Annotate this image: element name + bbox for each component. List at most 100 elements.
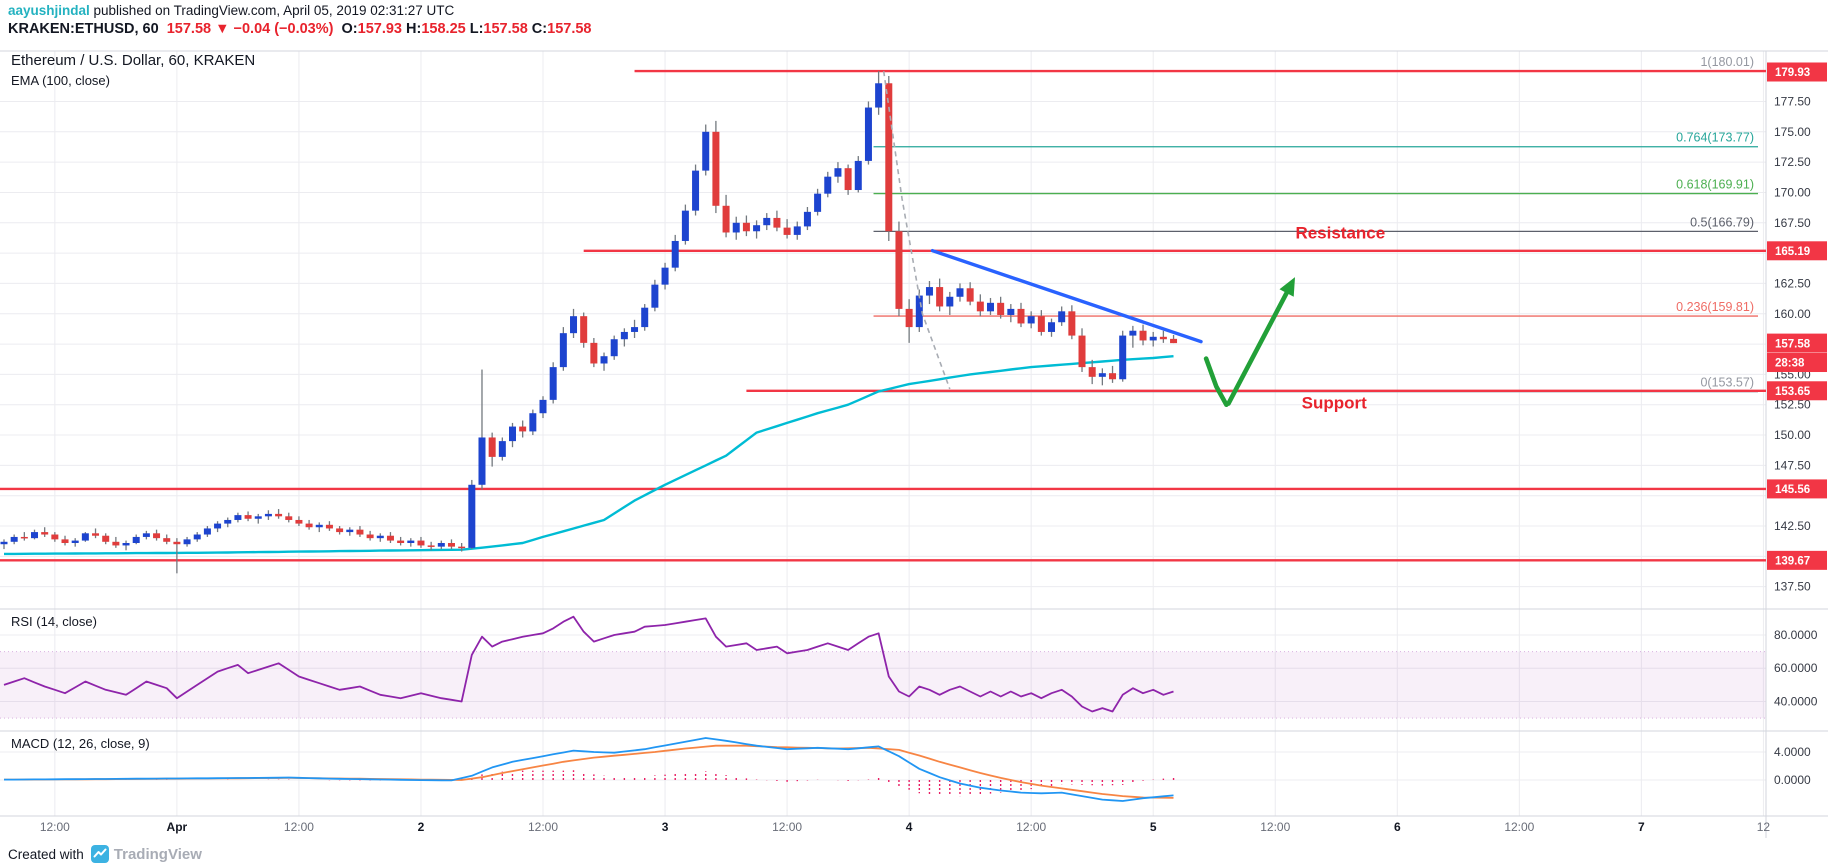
price-tick-label: 147.50 — [1774, 458, 1811, 472]
price-badge: 28:38 — [1767, 353, 1827, 373]
candle — [681, 210, 689, 241]
rsi-tick-label: 40.0000 — [1774, 694, 1818, 708]
macd-legend[interactable]: MACD (12, 26, close, 9) — [11, 736, 150, 751]
time-tick-label: 6 — [1394, 820, 1401, 834]
price-badge-bg — [1767, 333, 1827, 353]
price-badge: 145.56 — [1767, 479, 1827, 499]
candle — [112, 541, 120, 546]
macd-tick-label: 0.0000 — [1774, 773, 1811, 787]
time-tick-label: 12:00 — [1504, 820, 1534, 834]
grid — [0, 51, 1766, 816]
arrow-dip-stroke — [1203, 356, 1229, 407]
candle — [590, 342, 598, 364]
price-badge-text: 28:38 — [1775, 358, 1805, 370]
symbol-legend[interactable]: Ethereum / U.S. Dollar, 60, KRAKEN — [11, 52, 256, 69]
ohlc-segment: L: — [465, 21, 484, 37]
ohlc-segment: H: — [402, 21, 422, 37]
candle — [1017, 308, 1025, 324]
ohlc-segment: ▼ −0.04 (−0.03%) — [211, 21, 334, 37]
candle — [336, 528, 344, 533]
candle — [1149, 336, 1157, 341]
author-name[interactable]: aayushjindal — [8, 3, 90, 18]
candle — [142, 533, 150, 537]
price-tick-label: 150.00 — [1774, 428, 1811, 442]
symbol-ohlc-line: KRAKEN:ETHUSD, 60 157.58 ▼ −0.04 (−0.03%… — [8, 21, 591, 37]
price-tick-label: 172.50 — [1774, 155, 1811, 169]
price-badge-text: 139.67 — [1775, 556, 1810, 568]
candle — [325, 524, 333, 529]
candle — [1159, 336, 1167, 340]
time-tick-label: 12:00 — [1260, 820, 1290, 834]
time-tick-label: Apr — [167, 820, 188, 834]
resistance-label[interactable]: Resistance — [1295, 224, 1385, 243]
ema-legend[interactable]: EMA (100, close) — [11, 73, 110, 88]
candle — [356, 529, 364, 535]
candle — [498, 441, 506, 457]
candle — [81, 533, 89, 541]
candle — [468, 484, 476, 548]
candle — [10, 536, 18, 542]
publish-info-line: aayushjindal published on TradingView.co… — [8, 3, 454, 18]
candle — [783, 227, 791, 235]
tradingview-wordmark: TradingView — [113, 845, 202, 863]
candle — [895, 231, 903, 309]
rsi-legend[interactable]: RSI (14, close) — [11, 614, 97, 629]
price-tick-label: 160.00 — [1774, 307, 1811, 321]
price-badge: 157.58 — [1767, 333, 1827, 353]
ohlc-segment: O: — [333, 21, 358, 37]
time-tick-label: 5 — [1150, 820, 1157, 834]
candle — [925, 287, 933, 296]
ohlc-segment: 157.58 — [483, 21, 528, 37]
rsi-tick-label: 80.0000 — [1774, 628, 1818, 642]
candle — [915, 295, 923, 328]
price-badge-bg — [1767, 241, 1827, 261]
created-with-text: Created with — [8, 846, 84, 862]
candle — [61, 539, 69, 544]
ohlc-segment: C: — [527, 21, 548, 37]
support-label[interactable]: Support — [1302, 393, 1367, 412]
time-tick-label: 12:00 — [772, 820, 802, 834]
candle — [854, 160, 862, 191]
macd-line — [4, 737, 1174, 802]
candle — [814, 193, 822, 212]
candle — [1027, 316, 1035, 324]
price-badge-text: 157.58 — [1775, 338, 1811, 350]
candle — [549, 367, 557, 400]
candle — [864, 107, 872, 161]
fib-trend-dashed-line[interactable] — [882, 71, 951, 390]
arrow-shaft — [1226, 287, 1291, 406]
time-tick-label: 12:00 — [284, 820, 314, 834]
candle — [722, 205, 730, 233]
candle — [976, 301, 984, 312]
candle — [305, 523, 313, 528]
candle — [824, 176, 832, 194]
candle — [1109, 373, 1117, 380]
candle — [173, 541, 181, 545]
candle — [397, 540, 405, 544]
candle — [386, 535, 394, 541]
time-axis[interactable]: 12:00 Apr 12:00 2 12:00 3 12:00 4 12:00 5 12:00 6 12… — [40, 820, 1771, 834]
price-badge-bg — [1767, 381, 1827, 401]
ohlc-segment: 157.93 — [357, 21, 402, 37]
time-tick-label: 12:00 — [1016, 820, 1046, 834]
time-tick-label: 12 — [1757, 820, 1771, 834]
pane-separators — [0, 50, 1828, 838]
candle — [803, 211, 811, 227]
descending-trendline[interactable] — [930, 248, 1203, 344]
tradingview-link[interactable]: TradingView — [90, 845, 202, 863]
candle — [519, 426, 527, 432]
rsi-band — [0, 651, 1766, 719]
ema-line — [4, 355, 1174, 556]
candle — [1170, 338, 1178, 344]
publish-text: published on TradingView.com, April 05, … — [89, 3, 455, 18]
breakout-arrow[interactable] — [1203, 277, 1295, 407]
candle — [437, 543, 445, 547]
price-badge-bg — [1767, 479, 1827, 499]
candle — [539, 399, 547, 414]
price-badge-text: 179.93 — [1775, 67, 1810, 79]
price-axis[interactable]: 177.50 175.00 172.50 170.00 167.50 162.50 160.… — [1774, 94, 1818, 787]
candle — [254, 516, 262, 519]
candle — [478, 437, 486, 485]
candle — [102, 535, 110, 542]
